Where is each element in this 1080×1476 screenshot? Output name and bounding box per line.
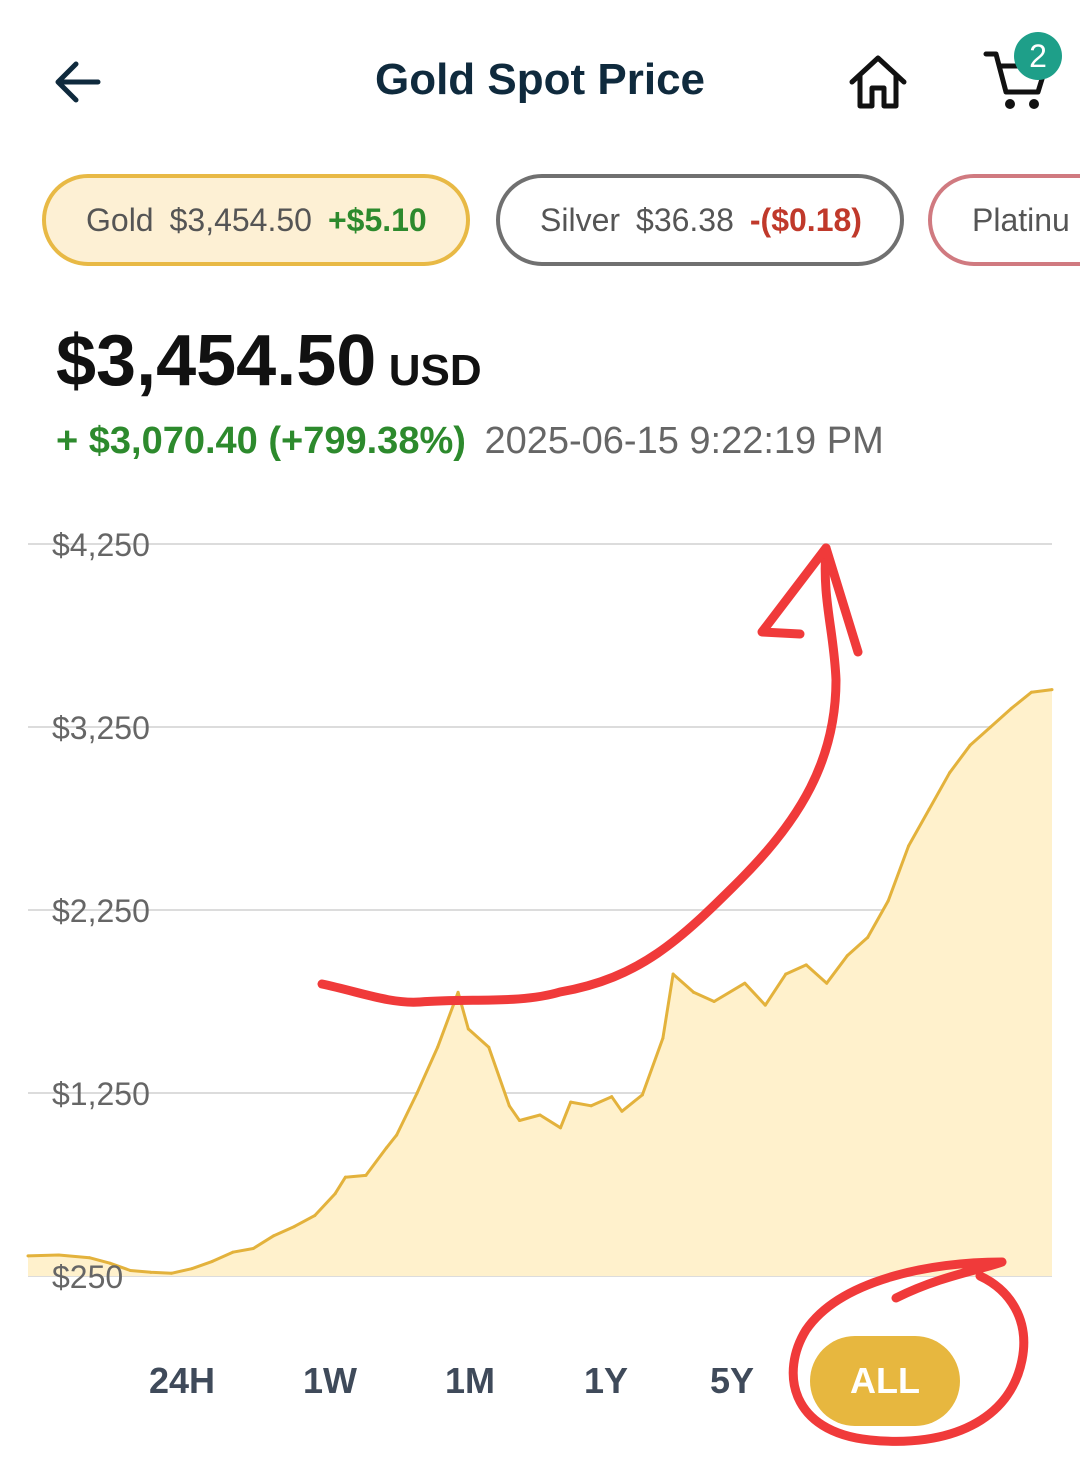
metal-change: -($0.18) <box>749 201 862 238</box>
price-change: + $3,070.40 <box>56 420 258 462</box>
price-point <box>57 1253 61 1257</box>
price-value: $3,454.50 <box>56 321 377 401</box>
price-point <box>743 981 747 985</box>
price-point <box>671 972 675 976</box>
range-tab-5y[interactable]: 5Y <box>709 1360 755 1401</box>
price-point <box>313 1214 317 1218</box>
metal-selector: Gold $3,454.50 +$5.10 Silver $36.38 -($0… <box>0 172 1080 272</box>
range-tab-1m[interactable]: 1M <box>444 1360 495 1401</box>
price-point <box>272 1234 276 1238</box>
price-point <box>538 1113 542 1117</box>
price-point <box>661 1036 665 1040</box>
price-point <box>128 1269 132 1273</box>
price-point <box>804 963 808 967</box>
y-tick-label: $2,250 <box>52 893 150 929</box>
price-area <box>28 689 1052 1276</box>
price-chart[interactable]: $250 $1,250 $2,250 $3,250 $4,250 <box>0 520 1080 1300</box>
metal-chip-silver[interactable]: Silver $36.38 -($0.18) <box>496 174 904 266</box>
price-point <box>210 1259 214 1263</box>
price-point <box>845 954 849 958</box>
cart-count-badge: 2 <box>1014 32 1062 80</box>
price-point <box>384 1146 388 1150</box>
price-point <box>343 1175 347 1179</box>
price-point <box>866 935 870 939</box>
price-point <box>108 1261 112 1265</box>
price-point <box>149 1270 153 1274</box>
range-tabs: 24H 1W 1M 1Y 5Y ALL <box>0 1336 1080 1426</box>
price-point <box>589 1104 593 1108</box>
price-timestamp: 2025-06-15 9:22:19 PM <box>484 420 884 462</box>
arrow-left-icon[interactable] <box>50 52 110 112</box>
price-point <box>466 1027 470 1031</box>
app-header: Gold Spot Price 2 <box>0 0 1080 160</box>
price-point <box>415 1091 419 1095</box>
y-tick-label: $4,250 <box>52 527 150 563</box>
current-price: $3,454.50 USD <box>56 320 482 402</box>
price-point <box>907 844 911 848</box>
price-point <box>886 899 890 903</box>
price-point <box>712 1000 716 1003</box>
home-icon[interactable] <box>846 50 910 114</box>
page-title: Gold Spot Price <box>374 55 706 104</box>
range-tab-all[interactable]: ALL <box>810 1336 960 1426</box>
price-point <box>26 1254 30 1258</box>
price-point <box>763 1003 767 1007</box>
metal-name: Platinu <box>972 201 1070 238</box>
metal-price: $36.38 <box>636 201 734 238</box>
range-tab-1w[interactable]: 1W <box>303 1360 357 1401</box>
price-point <box>558 1126 562 1130</box>
metal-change: +$5.10 <box>327 201 427 238</box>
price-point <box>1030 690 1034 694</box>
price-point <box>395 1133 399 1137</box>
range-tab-1y[interactable]: 1Y <box>583 1360 629 1401</box>
price-unit: USD <box>388 346 482 395</box>
y-tick-label: $250 <box>52 1259 123 1295</box>
price-change-percent: (+799.38%) <box>268 420 466 462</box>
metal-chip-gold[interactable]: Gold $3,454.50 +$5.10 <box>42 174 470 266</box>
price-point <box>190 1267 194 1271</box>
price-point <box>610 1095 614 1099</box>
price-point <box>927 807 931 811</box>
price-point <box>292 1225 296 1229</box>
price-point <box>436 1045 440 1049</box>
y-tick-label: $3,250 <box>52 710 150 746</box>
price-point <box>989 725 993 729</box>
price-point <box>507 1104 511 1108</box>
price-point <box>364 1173 368 1177</box>
price-point <box>569 1100 573 1104</box>
price-point <box>1050 688 1054 692</box>
price-point <box>968 743 972 747</box>
price-point <box>456 990 460 994</box>
range-tab-24h[interactable]: 24H <box>148 1360 216 1401</box>
metal-name: Silver <box>540 201 621 238</box>
price-point <box>231 1250 235 1254</box>
price-point <box>169 1271 173 1275</box>
price-point <box>87 1256 91 1260</box>
metal-price: $3,454.50 <box>169 201 312 238</box>
price-point <box>518 1118 522 1122</box>
y-tick-label: $1,250 <box>52 1076 150 1112</box>
price-point <box>825 981 829 985</box>
metal-chip-platinum[interactable]: Platinu <box>928 174 1080 266</box>
price-point <box>620 1109 624 1113</box>
price-point <box>692 990 696 994</box>
price-point <box>640 1093 644 1097</box>
price-point <box>333 1192 337 1196</box>
price-point <box>1009 707 1013 711</box>
price-change-row: + $3,070.40 (+799.38%) 2025-06-15 9:22:1… <box>56 420 884 463</box>
metal-name: Gold <box>86 201 154 238</box>
price-point <box>948 771 952 775</box>
price-point <box>251 1247 255 1251</box>
price-point <box>784 972 788 976</box>
price-point <box>487 1045 491 1049</box>
